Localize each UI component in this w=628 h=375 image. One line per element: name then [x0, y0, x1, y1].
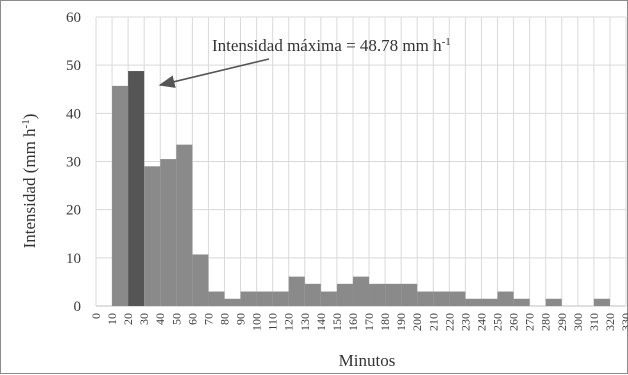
x-tick-labels: 0 10 20 30 40 50 60 70 80 90 100 110 120 130 140 150 160… — [89, 313, 628, 331]
bar-max — [128, 71, 145, 306]
x-tick-label: 180 — [378, 313, 392, 331]
x-tick-label: 100 — [250, 313, 264, 331]
y-tick-labels: 0 10 20 30 40 50 60 — [66, 10, 81, 315]
bar — [369, 283, 386, 306]
x-tick-label: 140 — [314, 313, 328, 331]
bar — [224, 298, 241, 306]
bar — [385, 283, 402, 306]
bar — [320, 291, 337, 306]
y-tick-label: 50 — [66, 58, 81, 74]
bar — [513, 298, 530, 306]
bar — [112, 85, 129, 307]
bar — [417, 291, 434, 306]
bar — [352, 276, 370, 306]
svg-text:Intensidad máxima = 48.78 mm: Intensidad máxima = 48.78 mm h-1 — [212, 36, 451, 55]
bar — [176, 144, 193, 306]
x-tick-label: 320 — [603, 313, 617, 331]
x-tick-label: 70 — [201, 313, 215, 325]
bar — [465, 298, 482, 306]
y-tick-label: 10 — [66, 251, 81, 267]
x-tick-label: 160 — [346, 313, 360, 331]
bar — [144, 166, 161, 306]
bar — [208, 291, 225, 306]
y-tick-label: 20 — [66, 203, 81, 219]
x-tick-label: 280 — [539, 313, 553, 331]
x-tick-label: 170 — [362, 313, 376, 331]
bar — [545, 298, 562, 306]
x-tick-label: 30 — [137, 313, 151, 325]
x-tick-label: 0 — [89, 313, 103, 319]
bar-series — [112, 71, 610, 307]
x-tick-label: 190 — [394, 313, 408, 331]
x-tick-label: 50 — [169, 313, 183, 325]
x-tick-label: 110 — [266, 313, 280, 331]
x-tick-label: 290 — [555, 313, 569, 331]
bar — [288, 276, 305, 306]
bar — [192, 254, 209, 306]
x-axis-label: Minutos — [339, 351, 396, 370]
bar — [256, 291, 273, 306]
x-tick-label: 80 — [217, 313, 231, 325]
annotation-text: Intensidad máxima = 48.78 mm h — [212, 36, 442, 55]
x-tick-label: 310 — [587, 313, 601, 331]
x-tick-label: 330 — [619, 313, 628, 331]
y-axis-label-close: ) — [20, 114, 39, 120]
x-tick-label: 20 — [121, 313, 135, 325]
x-tick-label: 240 — [474, 313, 488, 331]
bar — [304, 283, 321, 306]
bar — [449, 291, 466, 306]
x-tick-label: 300 — [571, 313, 585, 331]
bar — [160, 159, 177, 306]
y-tick-label: 0 — [74, 299, 82, 315]
bar — [433, 291, 450, 306]
y-tick-label: 40 — [66, 106, 81, 122]
bar — [336, 283, 353, 306]
x-tick-label: 40 — [153, 313, 167, 325]
x-tick-label: 120 — [282, 313, 296, 331]
bar — [272, 291, 289, 306]
x-tick-label: 250 — [491, 313, 505, 331]
y-axis-label: Intensidad (mm h-1) — [20, 114, 39, 249]
bar — [401, 283, 418, 306]
x-tick-label: 60 — [185, 313, 199, 325]
x-tick-label: 230 — [458, 313, 472, 331]
y-axis-label-sup: -1 — [20, 119, 32, 128]
x-tick-label: 130 — [298, 313, 312, 331]
y-tick-label: 60 — [66, 10, 81, 26]
x-tick-label: 260 — [507, 313, 521, 331]
x-tick-label: 270 — [523, 313, 537, 331]
y-tick-label: 30 — [66, 155, 81, 171]
y-axis-label-text: Intensidad (mm h — [20, 128, 39, 248]
x-tick-label: 210 — [426, 313, 440, 331]
bar — [497, 291, 514, 306]
x-tick-label: 200 — [410, 313, 424, 331]
x-tick-label: 220 — [442, 313, 456, 331]
annotation-sup: -1 — [442, 36, 451, 48]
bar — [240, 291, 257, 306]
x-tick-label: 10 — [105, 313, 119, 325]
x-tick-label: 150 — [330, 313, 344, 331]
bar — [481, 298, 498, 306]
bar — [593, 298, 610, 306]
x-tick-label: 90 — [234, 313, 248, 325]
annotation-arrow — [158, 58, 270, 88]
max-intensity-annotation: Intensidad máxima = 48.78 mm h-1 — [158, 36, 451, 88]
